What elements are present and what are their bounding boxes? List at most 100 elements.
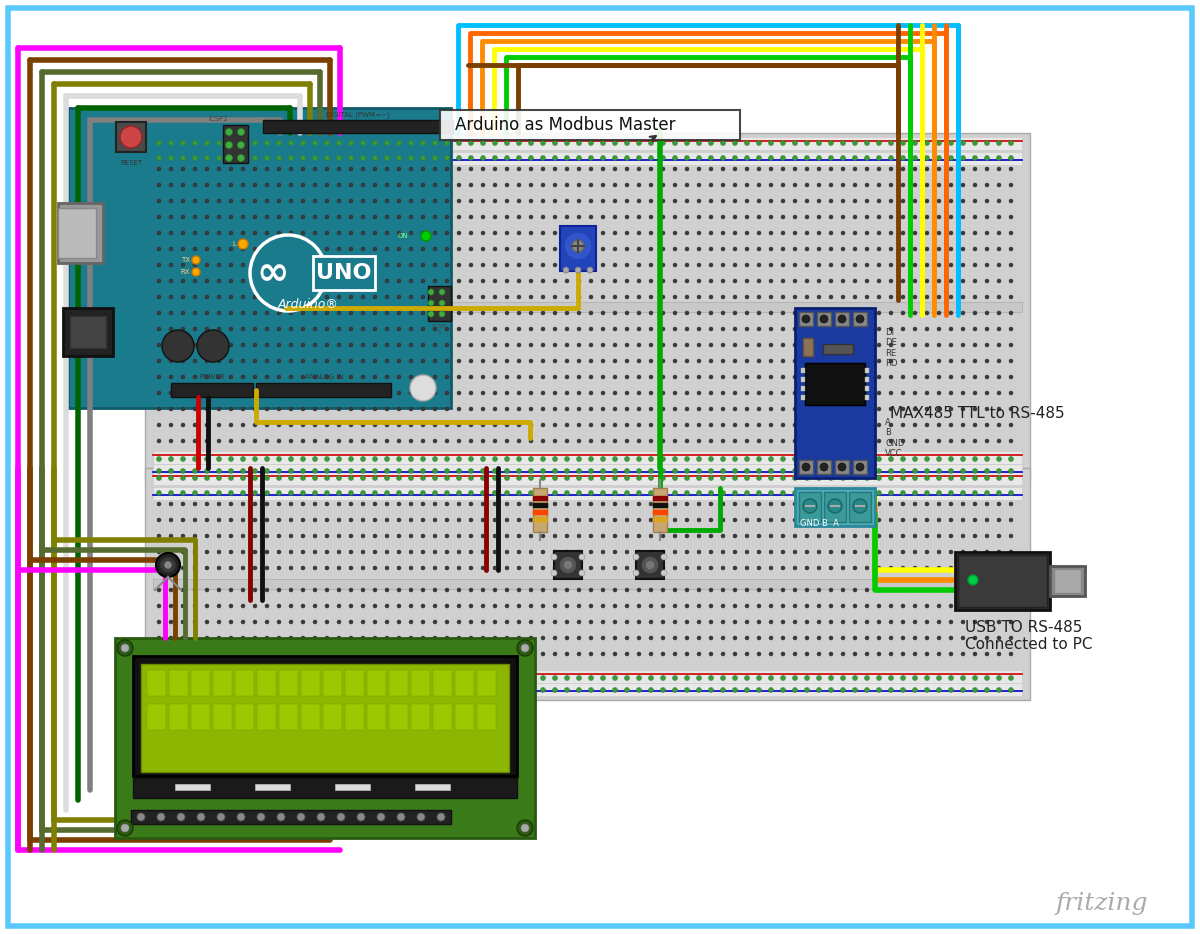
Circle shape (421, 231, 425, 235)
Circle shape (325, 247, 329, 251)
Circle shape (481, 167, 485, 171)
Circle shape (493, 502, 497, 506)
Circle shape (601, 534, 605, 538)
Circle shape (613, 295, 617, 299)
Circle shape (289, 534, 293, 538)
Circle shape (325, 295, 329, 299)
Circle shape (157, 588, 161, 592)
Circle shape (492, 675, 498, 681)
Circle shape (553, 604, 557, 608)
Circle shape (457, 263, 461, 267)
Circle shape (996, 155, 1002, 161)
Circle shape (217, 183, 221, 187)
Circle shape (721, 636, 725, 640)
Circle shape (217, 518, 221, 522)
Circle shape (493, 391, 497, 395)
Circle shape (828, 490, 834, 496)
Circle shape (373, 263, 377, 267)
Circle shape (313, 359, 317, 363)
Circle shape (588, 490, 594, 496)
Circle shape (613, 279, 617, 283)
Circle shape (649, 566, 653, 570)
Circle shape (997, 550, 1001, 554)
Circle shape (421, 215, 425, 219)
Circle shape (817, 167, 821, 171)
Circle shape (769, 423, 773, 427)
Circle shape (361, 247, 365, 251)
Circle shape (696, 469, 702, 474)
Circle shape (709, 215, 713, 219)
Circle shape (241, 550, 245, 554)
Circle shape (973, 247, 977, 251)
Circle shape (601, 327, 605, 331)
Circle shape (529, 359, 533, 363)
Circle shape (901, 502, 905, 506)
Circle shape (589, 652, 593, 656)
Circle shape (385, 359, 389, 363)
Circle shape (421, 439, 425, 443)
Circle shape (648, 457, 654, 461)
Bar (433, 704, 452, 730)
Circle shape (480, 140, 486, 146)
Circle shape (226, 154, 233, 162)
Circle shape (325, 215, 329, 219)
Circle shape (769, 199, 773, 203)
Circle shape (649, 215, 653, 219)
Circle shape (901, 183, 905, 187)
Circle shape (169, 359, 173, 363)
Circle shape (180, 457, 186, 461)
Text: ON: ON (397, 233, 408, 239)
Circle shape (205, 311, 209, 315)
Circle shape (445, 550, 449, 554)
Bar (802, 377, 805, 382)
Circle shape (576, 469, 582, 474)
Circle shape (769, 231, 773, 235)
Circle shape (193, 518, 197, 522)
Circle shape (577, 652, 581, 656)
Bar (256, 784, 290, 790)
Circle shape (600, 457, 606, 461)
Text: Arduino®: Arduino® (277, 298, 338, 310)
Circle shape (277, 311, 281, 315)
Circle shape (313, 423, 317, 427)
Circle shape (805, 636, 809, 640)
Circle shape (613, 231, 617, 235)
Circle shape (865, 518, 869, 522)
Circle shape (528, 490, 534, 496)
Circle shape (661, 359, 665, 363)
Circle shape (157, 636, 161, 640)
Circle shape (709, 327, 713, 331)
Circle shape (672, 469, 678, 474)
Circle shape (433, 534, 437, 538)
Circle shape (997, 247, 1001, 251)
Circle shape (937, 311, 941, 315)
Circle shape (300, 457, 306, 461)
Circle shape (301, 407, 305, 411)
Circle shape (564, 675, 570, 681)
Circle shape (697, 652, 701, 656)
Circle shape (349, 439, 353, 443)
Circle shape (781, 636, 785, 640)
Circle shape (793, 636, 797, 640)
Circle shape (661, 652, 665, 656)
Circle shape (588, 475, 594, 480)
Circle shape (161, 558, 175, 572)
Circle shape (252, 155, 258, 161)
Circle shape (864, 469, 870, 474)
Circle shape (936, 475, 942, 480)
Circle shape (540, 457, 546, 461)
Circle shape (552, 490, 558, 496)
Circle shape (889, 199, 893, 203)
Circle shape (553, 263, 557, 267)
Circle shape (541, 183, 545, 187)
Circle shape (961, 311, 965, 315)
Circle shape (157, 359, 161, 363)
Circle shape (936, 140, 942, 146)
Circle shape (397, 502, 401, 506)
Circle shape (913, 311, 917, 315)
Circle shape (817, 247, 821, 251)
Circle shape (889, 566, 893, 570)
Circle shape (841, 247, 845, 251)
Circle shape (517, 167, 521, 171)
Circle shape (565, 502, 569, 506)
